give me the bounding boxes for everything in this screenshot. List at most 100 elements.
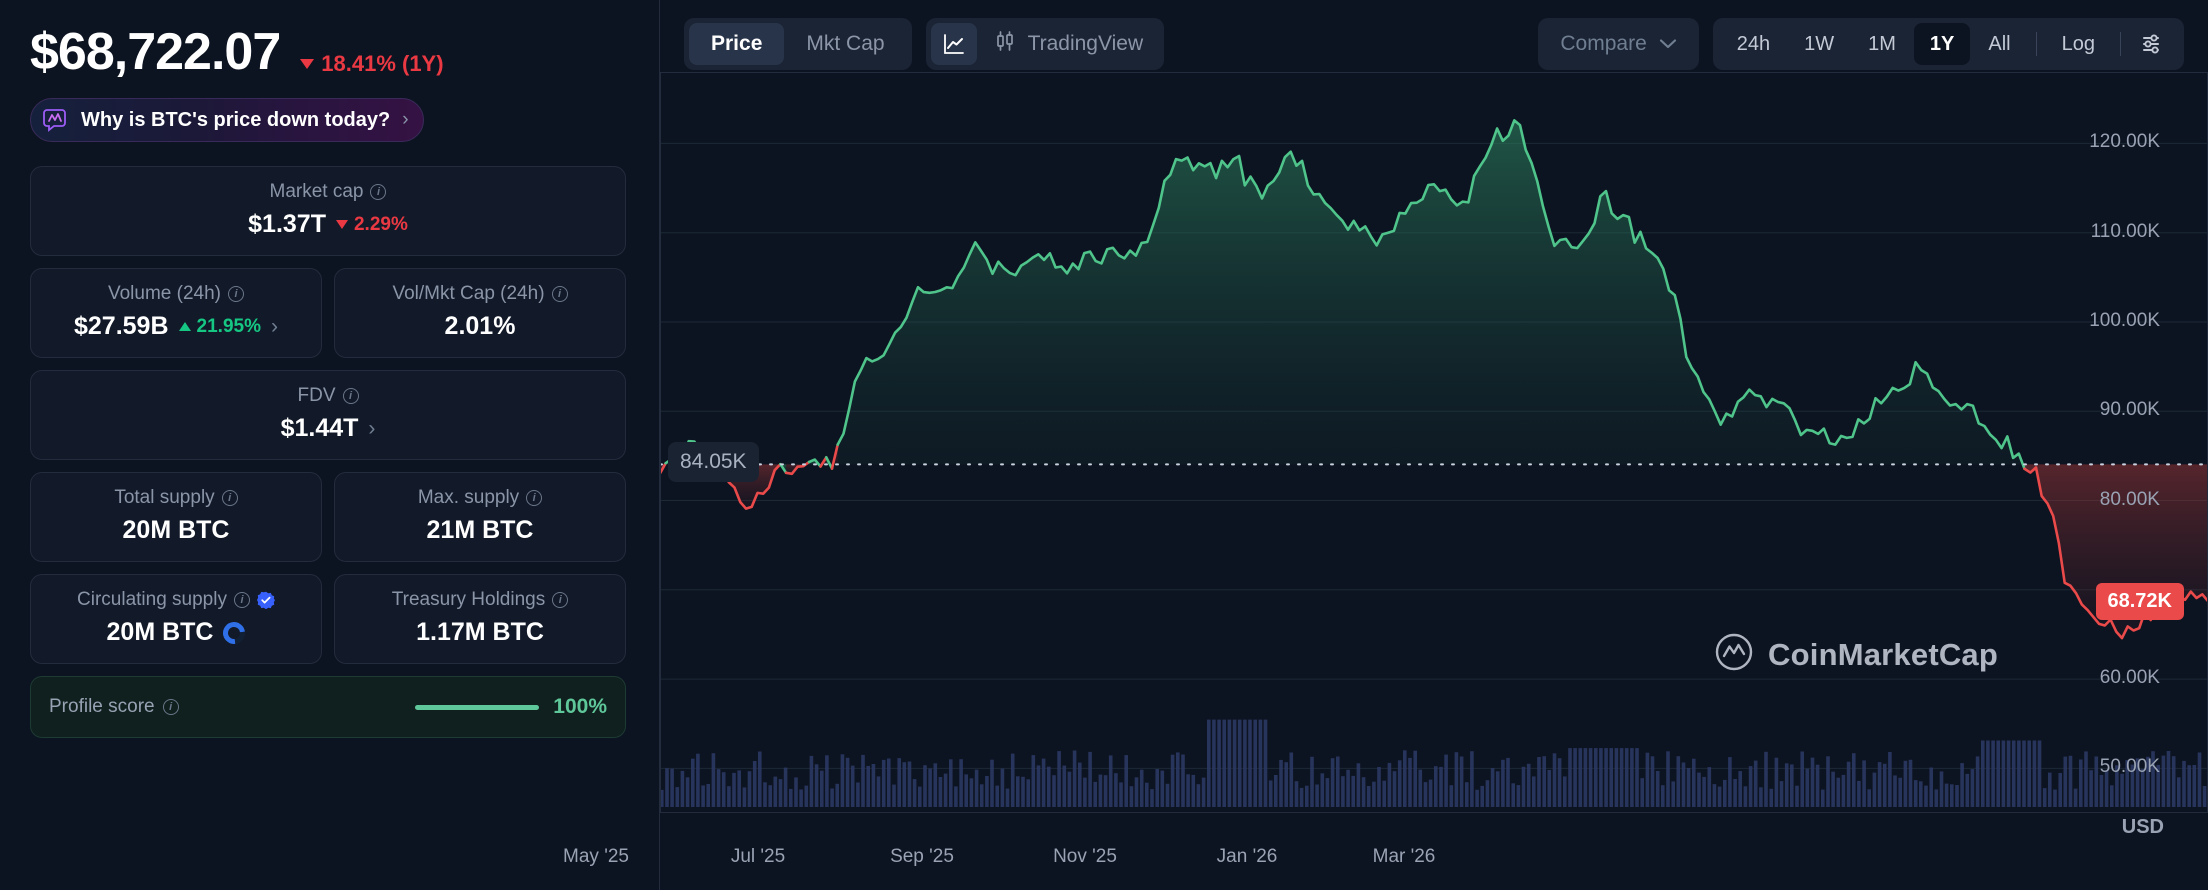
info-icon[interactable]: i: [526, 490, 543, 506]
stat-value-row: 2.01%: [445, 312, 516, 341]
chart-panel: Price Mkt Cap: [563, 0, 2208, 890]
current-price-marker: 68.72K: [2095, 583, 2184, 621]
y-axis-tick: 90.00K: [2099, 399, 2160, 421]
compare-dropdown[interactable]: Compare: [1538, 18, 1699, 70]
x-axis: May '25 Jul '25 Sep '25 Nov '25 Jan '26 …: [563, 846, 2208, 872]
stat-value: 2.01%: [444, 312, 516, 340]
info-icon[interactable]: i: [228, 286, 244, 302]
profile-score-label-group: Profile score i: [49, 696, 179, 718]
range-24h[interactable]: 24h: [1736, 32, 1771, 55]
why-pill-label: Why is BTC's price down today?: [81, 108, 391, 131]
stat-value: 20M BTC: [106, 618, 214, 646]
y-axis-tick: 60.00K: [2099, 667, 2160, 689]
info-icon[interactable]: i: [233, 592, 250, 608]
stat-value: $27.59B: [74, 312, 169, 340]
range-log-toggle[interactable]: Log: [2061, 32, 2095, 55]
info-icon[interactable]: i: [221, 490, 238, 506]
x-axis-tick: Sep '25: [890, 846, 954, 867]
stat-label-text: Treasury Holdings: [391, 589, 546, 610]
profile-score-bar-fill: [415, 704, 540, 710]
stat-value: $1.37T: [248, 210, 326, 238]
tab-mkt-cap[interactable]: Mkt Cap: [806, 32, 885, 55]
chart-source-group: TradingView: [925, 18, 1165, 70]
stat-label: FDV i: [298, 385, 359, 407]
watermark-text: CoinMarketCap: [1768, 636, 1998, 672]
stat-value-row: 1.17M BTC: [416, 618, 544, 647]
tradingview-button[interactable]: TradingView: [977, 23, 1160, 65]
info-icon[interactable]: i: [552, 592, 569, 608]
stat-card-market-cap[interactable]: Market cap i $1.37T 2.29%: [30, 166, 626, 256]
info-icon[interactable]: i: [370, 184, 387, 200]
stat-label: Circulating supply i: [77, 589, 275, 611]
chevron-right-icon[interactable]: ›: [270, 314, 278, 338]
x-axis-tick: Mar '26: [1372, 846, 1436, 867]
stat-value: 21M BTC: [426, 516, 534, 544]
stat-value-row: $1.37T 2.29%: [248, 210, 408, 239]
compare-label: Compare: [1560, 32, 1647, 55]
stat-label: Treasury Holdings i: [391, 589, 569, 611]
chart-toolbar: Price Mkt Cap: [660, 0, 2208, 72]
coinmarketcap-watermark: CoinMarketCap: [1714, 632, 1998, 677]
current-price: $68,722.07: [30, 23, 281, 81]
supply-progress-donut-icon: [219, 617, 250, 648]
stat-row: Total supply i 20M BTC Max. supply i 21M…: [30, 472, 626, 562]
info-icon[interactable]: i: [551, 286, 568, 302]
tab-price[interactable]: Price: [689, 23, 785, 65]
stat-card-volume-24h[interactable]: Volume (24h) i $27.59B 21.95% ›: [30, 268, 322, 358]
price-chart[interactable]: 84.05K 120.00K 110.00K 100.00K 90.00K 80…: [563, 72, 2208, 890]
price-header: $68,722.07 18.41% (1Y): [30, 22, 637, 82]
y-axis: 120.00K 110.00K 100.00K 90.00K 80.00K 60…: [2072, 72, 2192, 890]
stat-value: $1.44T: [280, 414, 359, 442]
cmc-logo-icon: [1714, 632, 1754, 677]
profile-score-bar: [415, 704, 540, 710]
volume-bars: [660, 719, 2207, 807]
info-icon[interactable]: i: [162, 699, 179, 715]
why-price-down-button[interactable]: Why is BTC's price down today? ›: [30, 98, 424, 142]
currency-label: USD: [2121, 816, 2164, 838]
x-axis-tick: May '25: [563, 846, 629, 867]
x-axis-tick: Jan '26: [1216, 846, 1278, 867]
stats-sidebar: $68,722.07 18.41% (1Y) Why is BTC's pric…: [0, 0, 660, 890]
stat-card-vol-mkt-cap[interactable]: Vol/Mkt Cap (24h) i 2.01%: [334, 268, 626, 358]
reference-price-label: 84.05K: [668, 442, 759, 483]
stat-label-text: FDV: [297, 385, 336, 406]
stat-label-text: Total supply: [114, 487, 215, 508]
verified-badge-icon: [256, 591, 275, 610]
stat-card-treasury-holdings[interactable]: Treasury Holdings i 1.17M BTC: [334, 574, 626, 664]
stat-card-circulating-supply[interactable]: Circulating supply i 20M BTC: [30, 574, 322, 664]
stat-change: 21.95%: [178, 315, 261, 338]
triangle-down-icon: [300, 59, 315, 69]
range-1w[interactable]: 1W: [1804, 32, 1835, 55]
stat-value-row: 20M BTC: [106, 617, 250, 648]
info-icon[interactable]: i: [342, 388, 359, 404]
stat-change-pct: 2.29%: [353, 213, 408, 235]
range-selector-group: 24h 1W 1M 1Y All Log: [1712, 18, 2184, 70]
range-1y[interactable]: 1Y: [1913, 23, 1971, 65]
price-change-1y: 18.41% (1Y): [300, 51, 444, 77]
y-axis-tick: 100.00K: [2089, 309, 2160, 331]
stat-label: Total supply i: [114, 487, 238, 509]
chart-canvas[interactable]: [660, 72, 2208, 890]
range-1m[interactable]: 1M: [1868, 32, 1896, 55]
sliders-icon[interactable]: [2130, 23, 2176, 65]
stat-change-pct: 21.95%: [196, 315, 261, 337]
stat-card-max-supply[interactable]: Max. supply i 21M BTC: [334, 472, 626, 562]
line-chart-icon[interactable]: [930, 23, 977, 65]
y-axis-tick: 80.00K: [2099, 488, 2160, 510]
stat-card-total-supply[interactable]: Total supply i 20M BTC: [30, 472, 322, 562]
stat-card-fdv[interactable]: FDV i $1.44T ›: [30, 370, 626, 460]
range-all[interactable]: All: [1988, 32, 2011, 55]
stat-value-row: 21M BTC: [427, 516, 534, 545]
triangle-up-icon: [178, 322, 191, 331]
chevron-down-icon: [1659, 32, 1677, 56]
cmc-chat-icon: [43, 107, 69, 133]
stat-label: Volume (24h) i: [108, 283, 244, 305]
x-axis-tick: Nov '25: [1053, 846, 1117, 867]
profile-score-card[interactable]: Profile score i 100%: [30, 676, 626, 738]
metric-toggle-group: Price Mkt Cap: [684, 18, 912, 70]
y-axis-tick: 50.00K: [2099, 756, 2160, 778]
stat-value: 20M BTC: [122, 516, 230, 544]
price-change-value: 18.41% (1Y): [321, 51, 444, 76]
candlestick-icon: [993, 29, 1017, 59]
chevron-right-icon[interactable]: ›: [368, 416, 376, 440]
